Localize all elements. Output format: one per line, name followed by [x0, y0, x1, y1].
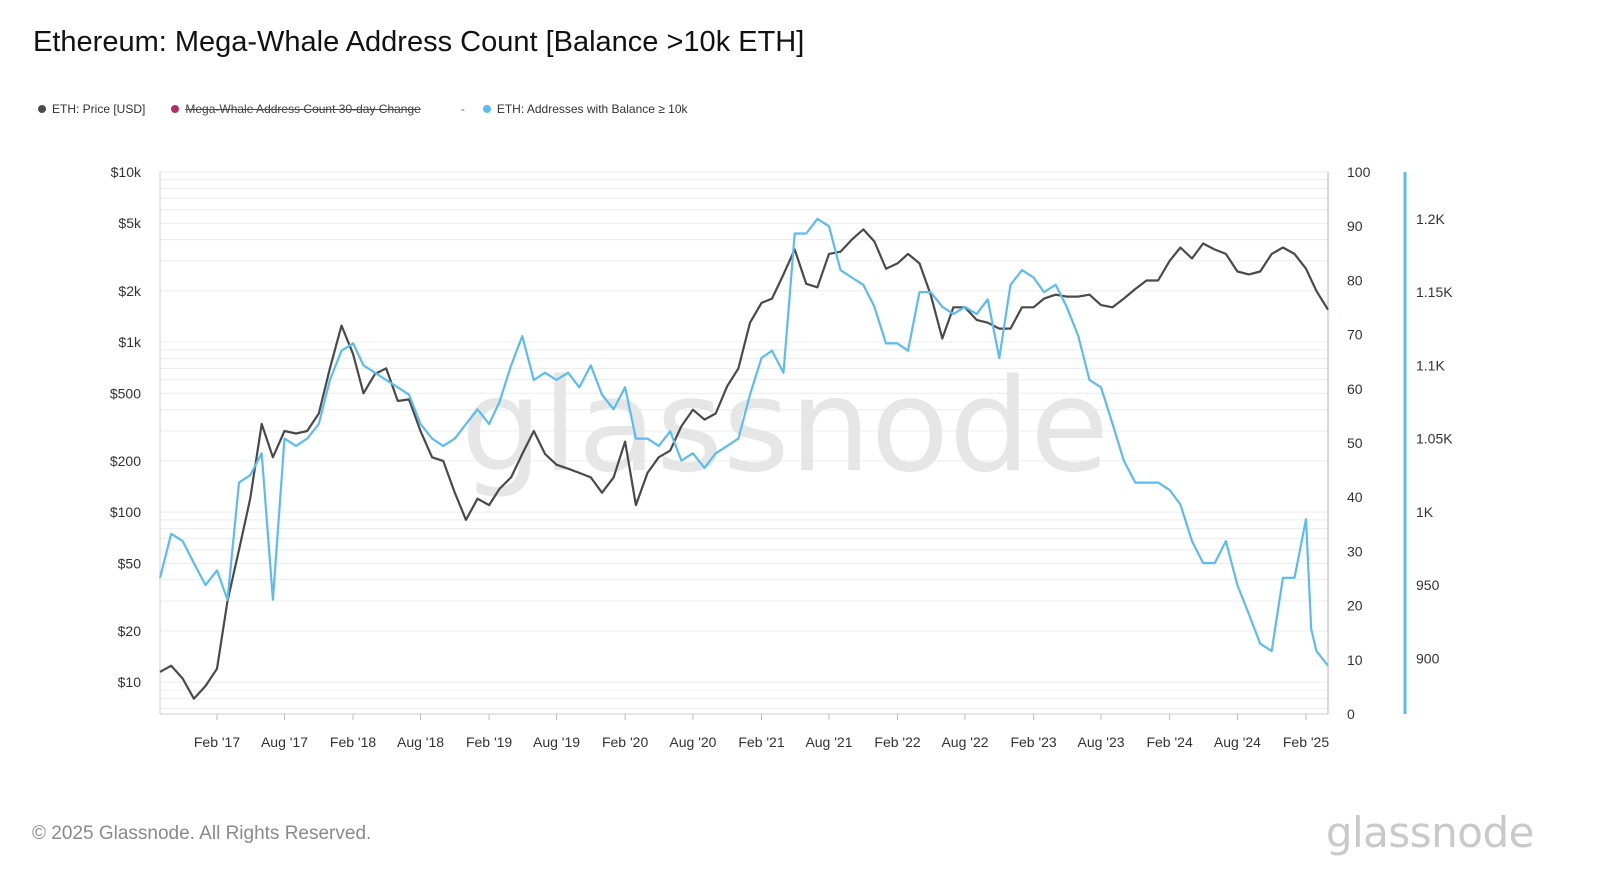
- y-left-tick-label: $50: [118, 555, 142, 571]
- x-tick-label: Aug '21: [805, 734, 852, 750]
- axes: [159, 172, 1407, 720]
- y-right-change-tick-label: 0: [1347, 706, 1355, 722]
- x-tick-label: Feb '25: [1283, 734, 1329, 750]
- copyright-footer: © 2025 Glassnode. All Rights Reserved.: [32, 823, 372, 844]
- y-right-addresses-tick-label: 1K: [1416, 504, 1434, 520]
- x-tick-label: Feb '18: [330, 734, 376, 750]
- legend-item-price[interactable]: ETH: Price [USD]: [38, 102, 145, 116]
- grid-lines: [160, 171, 1328, 710]
- legend-change-label: Mega-Whale Address Count 30-day Change: [185, 102, 421, 116]
- x-tick-label: Aug '18: [397, 734, 444, 750]
- watermark: glassnode: [461, 352, 1109, 501]
- y-right-addresses-tick-label: 900: [1416, 650, 1440, 666]
- glassnode-logo: glassnode: [1325, 808, 1535, 857]
- y-right-change-tick-label: 100: [1347, 164, 1371, 180]
- legend-addresses-dot-icon: [482, 105, 491, 113]
- x-tick-label: Feb '23: [1010, 734, 1056, 750]
- y-left-tick-label: $100: [110, 504, 141, 520]
- x-tick-label: Feb '17: [194, 734, 240, 750]
- x-tick-label: Feb '21: [738, 734, 784, 750]
- x-tick-label: Feb '24: [1146, 734, 1192, 750]
- x-tick-label: Feb '22: [874, 734, 920, 750]
- y-left-tick-label: $5k: [118, 215, 142, 231]
- legend-price-label: ETH: Price [USD]: [52, 102, 146, 116]
- legend-addresses-label: ETH: Addresses with Balance ≥ 10k: [496, 102, 688, 116]
- y-right-change-tick-label: 80: [1347, 272, 1363, 288]
- legend-item-change[interactable]: Mega-Whale Address Count 30-day Change: [171, 102, 421, 116]
- y-left-tick-label: $10: [118, 674, 142, 690]
- x-tick-label: Aug '23: [1078, 734, 1125, 750]
- y-left-tick-label: $10k: [111, 164, 142, 180]
- x-tick-label: Aug '17: [261, 734, 308, 750]
- y-right-addresses-tick-label: 1.1K: [1416, 357, 1445, 373]
- series-line-price: [159, 228, 1329, 700]
- x-tick-label: Aug '24: [1214, 734, 1261, 750]
- x-tick-label: Feb '19: [466, 734, 512, 750]
- legend-price-dot-icon: [38, 105, 46, 113]
- series-lines: [158, 217, 1329, 700]
- y-left-tick-label: $500: [110, 385, 141, 401]
- y-left-tick-label: $20: [118, 623, 142, 639]
- y-right-change-tick-label: 60: [1347, 381, 1363, 397]
- x-tick-label: Aug '22: [941, 734, 988, 750]
- x-tick-label: Aug '20: [669, 734, 716, 750]
- legend-item-addresses[interactable]: ETH: Addresses with Balance ≥ 10k: [482, 102, 688, 116]
- series-line-addresses: [158, 217, 1329, 667]
- y-left-tick-label: $200: [110, 453, 141, 469]
- y-right-change-tick-label: 40: [1347, 489, 1363, 505]
- y-right-change-tick-label: 30: [1347, 543, 1363, 559]
- x-tick-label: Feb '20: [602, 734, 648, 750]
- x-tick-label: Aug '19: [533, 734, 580, 750]
- legend-separator: -: [460, 102, 465, 116]
- y-right-addresses-tick-label: 1.05K: [1416, 431, 1453, 447]
- y-right-addresses-tick-label: 1.2K: [1416, 211, 1445, 227]
- y-right-change-tick-label: 70: [1347, 327, 1363, 343]
- legend: ETH: Price [USD] Mega-Whale Address Coun…: [38, 102, 714, 116]
- tick-labels: Feb '17 Aug '17 Feb '18 Aug '18 Feb '19 Aug '…: [110, 164, 1453, 750]
- y-right-change-tick-label: 20: [1347, 598, 1363, 614]
- y-right-addresses-tick-label: 1.15K: [1416, 284, 1453, 300]
- y-left-tick-label: $1k: [118, 334, 142, 350]
- y-right-change-tick-label: 50: [1347, 435, 1363, 451]
- y-right-addresses-tick-label: 950: [1416, 577, 1440, 593]
- y-right-change-tick-label: 90: [1347, 218, 1363, 234]
- chart-title: Ethereum: Mega-Whale Address Count [Bala…: [33, 26, 805, 58]
- y-left-tick-label: $2k: [118, 283, 142, 299]
- legend-change-dot-icon: [171, 105, 180, 113]
- y-right-change-tick-label: 10: [1347, 652, 1363, 668]
